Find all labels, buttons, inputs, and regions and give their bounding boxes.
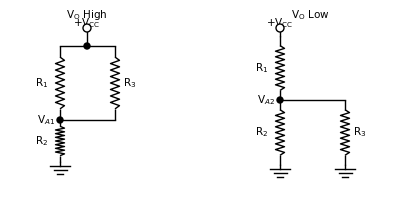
Circle shape (277, 97, 283, 103)
Text: R$_3$: R$_3$ (123, 76, 137, 90)
Text: R$_1$: R$_1$ (35, 76, 48, 90)
Text: R$_1$: R$_1$ (255, 61, 268, 75)
Text: +V$_\mathrm{CC}$: +V$_\mathrm{CC}$ (266, 16, 294, 30)
Circle shape (276, 24, 284, 32)
Text: V$_\mathrm{O}$ High: V$_\mathrm{O}$ High (66, 8, 108, 22)
Text: V$_{A2}$: V$_{A2}$ (257, 93, 275, 107)
Text: V$_\mathrm{O}$ Low: V$_\mathrm{O}$ Low (291, 8, 330, 22)
Text: R$_2$: R$_2$ (35, 134, 48, 148)
Circle shape (84, 43, 90, 49)
Text: V$_{A1}$: V$_{A1}$ (37, 113, 55, 127)
Text: R$_2$: R$_2$ (255, 126, 268, 139)
Circle shape (83, 24, 91, 32)
Text: +V$_\mathrm{CC}$: +V$_\mathrm{CC}$ (73, 16, 101, 30)
Text: R$_3$: R$_3$ (353, 126, 367, 139)
Circle shape (57, 117, 63, 123)
